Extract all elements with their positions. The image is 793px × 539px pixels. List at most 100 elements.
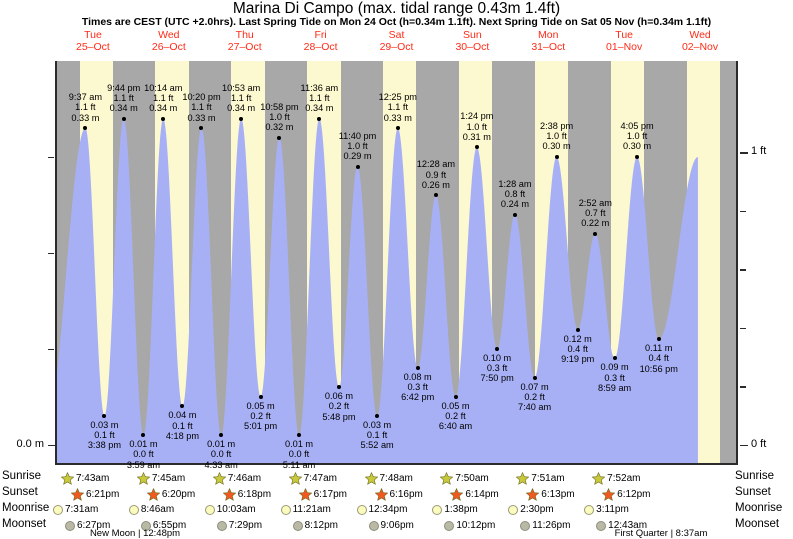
- astro-moonrise-5: 12:34pm: [356, 504, 407, 515]
- tick-right: [740, 327, 746, 329]
- astro-sunrise-2: 7:45am: [136, 472, 186, 485]
- high-tide-label-11: 1:24 pm 1.0 ft 0.31 m: [460, 111, 493, 142]
- tide-label-line: 0.05 m: [246, 400, 275, 411]
- tide-label-line: 4:18 pm: [165, 430, 200, 441]
- low-tide-label-3: 0.04 m 0.1 ft 4:18 pm: [166, 410, 199, 441]
- day-name: Wed: [158, 29, 180, 41]
- sunset-star-icon: [602, 488, 616, 501]
- day-name: Fri: [314, 29, 327, 41]
- tide-label-line: 0.29 m: [343, 150, 372, 161]
- low-tide-label-14: 0.09 m 0.3 ft 8:59 am: [598, 362, 631, 393]
- tide-label-line: 0.8 ft: [504, 188, 526, 199]
- tide-label-line: 11:40 pm: [338, 130, 377, 141]
- astro-moonrise-4: 11:21am: [280, 504, 331, 515]
- high-tide-marker-8: [355, 164, 360, 169]
- astro-sunrise-6: 7:50am: [440, 472, 489, 485]
- low-tide-marker-15: [656, 337, 661, 342]
- tide-label-line: 0.07 m: [520, 381, 549, 392]
- moon-phase-1: New Moon | 12:48pm: [89, 528, 181, 539]
- tide-label-line: 5:52 am: [360, 440, 394, 451]
- tide-label-line: 12:25 pm: [378, 92, 417, 103]
- low-tide-marker-6: [297, 433, 302, 438]
- tide-label-line: 3:59 am: [126, 459, 161, 470]
- low-tide-marker-3: [180, 404, 185, 409]
- astro-moonset-6: 10:12pm: [444, 520, 495, 531]
- astro-time: 8:46am: [140, 504, 175, 515]
- high-tide-label-1: 9:37 am 1.1 ft 0.33 m: [69, 92, 102, 123]
- tide-label-line: 0.33 m: [187, 112, 216, 123]
- moonrise-disc-icon: [432, 504, 443, 515]
- sunrise-star-icon: [212, 472, 226, 485]
- tide-label-line: 0.06 m: [324, 391, 353, 402]
- high-tide-label-8: 11:40 pm 1.0 ft 0.29 m: [339, 131, 377, 162]
- day-date: 25–Oct: [76, 40, 110, 53]
- day-header-5: Sat 29–Oct: [357, 29, 437, 53]
- astro-time: 7:31am: [64, 504, 99, 515]
- axis-right: [736, 61, 738, 464]
- tide-label-line: 8:59 am: [598, 382, 632, 393]
- tide-label-line: 0.3 ft: [407, 382, 428, 393]
- high-tide-marker-10: [433, 193, 438, 198]
- day-name: Sat: [388, 29, 405, 41]
- tide-label-line: 4:05 pm: [620, 120, 654, 131]
- high-tide-marker-14: [593, 231, 598, 236]
- tide-label-line: 0.34 m: [109, 102, 138, 113]
- astro-row-label-right-sunset: Sunset: [735, 486, 771, 498]
- tide-label-line: 2:52 am: [578, 197, 612, 208]
- high-tide-marker-9: [395, 126, 400, 131]
- sunrise-star-icon: [364, 472, 378, 485]
- astro-sunset-1: 6:21pm: [70, 488, 119, 501]
- day-name: Thu: [235, 29, 254, 41]
- tide-label-line: 2:38 pm: [539, 120, 574, 131]
- tide-label-line: 1.1 ft: [113, 92, 134, 103]
- sunset-star-icon: [70, 488, 84, 501]
- astro-time: 7:45am: [151, 473, 186, 484]
- moonset-disc-icon: [64, 520, 75, 531]
- tide-label-line: 9:19 pm: [561, 354, 595, 365]
- low-tide-marker-9: [415, 366, 420, 371]
- astro-time: 8:12pm: [304, 520, 338, 531]
- tide-label-line: 1.1 ft: [387, 102, 409, 113]
- astro-sunset-5: 6:16pm: [374, 488, 423, 501]
- high-tide-label-3: 10:14 am 1.1 ft 0.34 m: [144, 83, 182, 114]
- high-tide-marker-1: [83, 126, 88, 131]
- tide-label-line: 0.2 ft: [250, 411, 271, 422]
- low-tide-label-8: 0.03 m 0.1 ft 5:52 am: [361, 420, 394, 451]
- star-icon: [70, 488, 84, 501]
- sunset-star-icon: [146, 488, 160, 501]
- day-name: Sun: [463, 29, 482, 41]
- low-tide-marker-13: [575, 327, 580, 332]
- moon-phase-2: First Quarter | 8:37am: [614, 528, 708, 539]
- tide-label-line: 0.12 m: [563, 333, 592, 344]
- sunrise-star-icon: [440, 472, 454, 485]
- day-name: Mon: [538, 29, 559, 41]
- high-tide-marker-7: [317, 116, 322, 121]
- astro-time: 10:03am: [216, 504, 256, 515]
- tide-label-line: 0.32 m: [265, 122, 294, 133]
- tide-label-line: 0.34 m: [149, 102, 178, 113]
- astro-moonset-3: 7:29pm: [216, 520, 262, 531]
- star-icon: [288, 472, 302, 485]
- astro-time: 12:43am: [608, 520, 648, 531]
- tide-label-line: 0.33 m: [71, 112, 100, 123]
- tide-label-line: 1.1 ft: [191, 102, 212, 113]
- tide-label-line: 1:28 am: [498, 178, 532, 189]
- day-date: 31–Oct: [531, 40, 566, 53]
- high-tide-marker-6: [277, 135, 282, 140]
- low-tide-marker-12: [532, 375, 537, 380]
- low-tide-label-15: 0.11 m 0.4 ft 10:56 pm: [640, 343, 678, 374]
- tide-label-line: 0.34 m: [227, 102, 256, 113]
- tide-label-line: 0.01 m: [284, 439, 314, 450]
- astro-row-label-left-sunrise: Sunrise: [2, 470, 41, 482]
- day-header-7: Mon 31–Oct: [508, 29, 588, 53]
- low-tide-marker-10: [453, 394, 458, 399]
- low-tide-label-1: 0.03 m 0.1 ft 3:38 pm: [88, 420, 121, 451]
- day-date: 30–Oct: [455, 40, 490, 53]
- high-tide-label-2: 9:44 pm 1.1 ft 0.34 m: [107, 83, 140, 114]
- day-name: Wed: [689, 29, 711, 41]
- day-header-8: Tue 01–Nov: [584, 29, 664, 53]
- tick-right: [740, 210, 746, 213]
- astro-moonrise-6: 1:38pm: [432, 504, 478, 515]
- axis-label-right-1: 0 ft: [751, 437, 767, 450]
- day-header-2: Wed 26–Oct: [129, 29, 209, 53]
